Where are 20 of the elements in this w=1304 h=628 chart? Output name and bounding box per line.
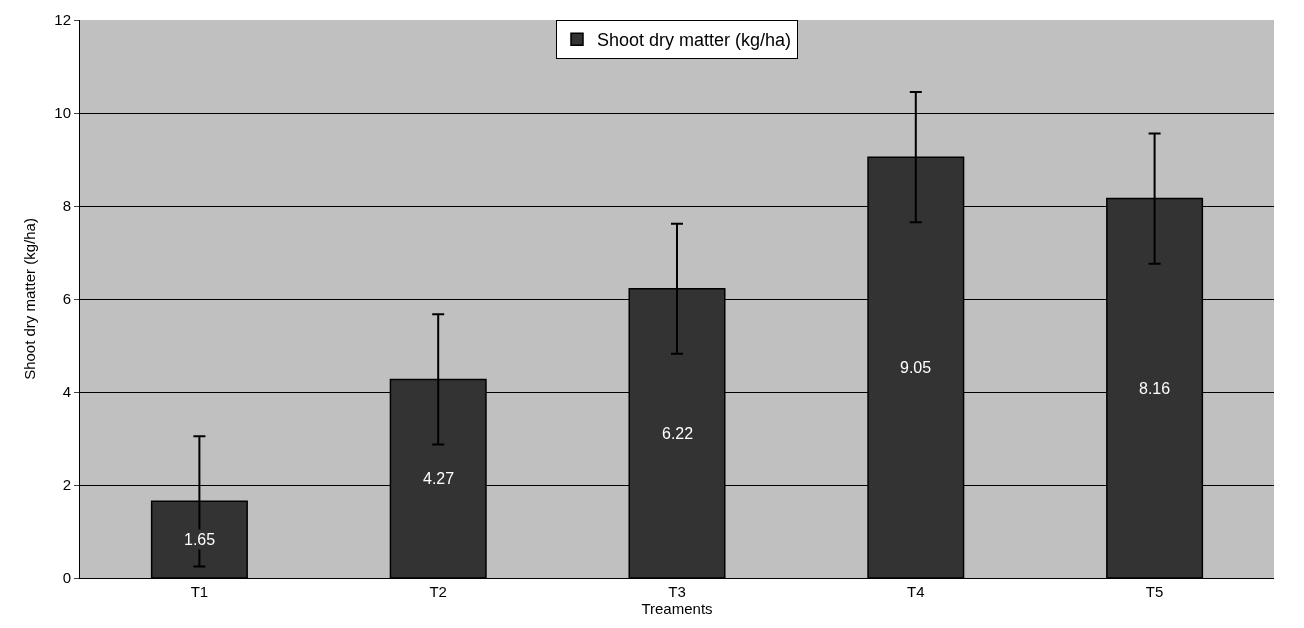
y-tick-label: 0: [62, 569, 71, 587]
x-tick-label: T2: [429, 583, 447, 600]
data-label: 9.05: [900, 359, 932, 376]
y-tick-label: 8: [62, 197, 71, 215]
y-tick-label: 12: [54, 11, 71, 29]
x-tick-label: T4: [907, 583, 925, 600]
y-tick-label: 6: [62, 290, 71, 308]
data-label: 6.22: [662, 425, 694, 442]
data-label: 8.16: [1139, 380, 1171, 397]
legend-label: Shoot dry matter (kg/ha): [597, 30, 792, 51]
x-tick-label: T3: [668, 583, 686, 600]
x-tick-label: T1: [190, 583, 209, 600]
x-axis-title: Treaments: [641, 600, 713, 617]
x-tick-label: T5: [1145, 583, 1164, 600]
data-label: 1.65: [184, 531, 216, 548]
y-tick-label: 2: [62, 476, 71, 494]
data-label: 4.27: [423, 470, 455, 487]
y-tick-label: 4: [62, 383, 71, 401]
y-axis-title: Shoot dry matter (kg/ha): [20, 218, 38, 380]
y-tick-label: 10: [54, 104, 71, 122]
